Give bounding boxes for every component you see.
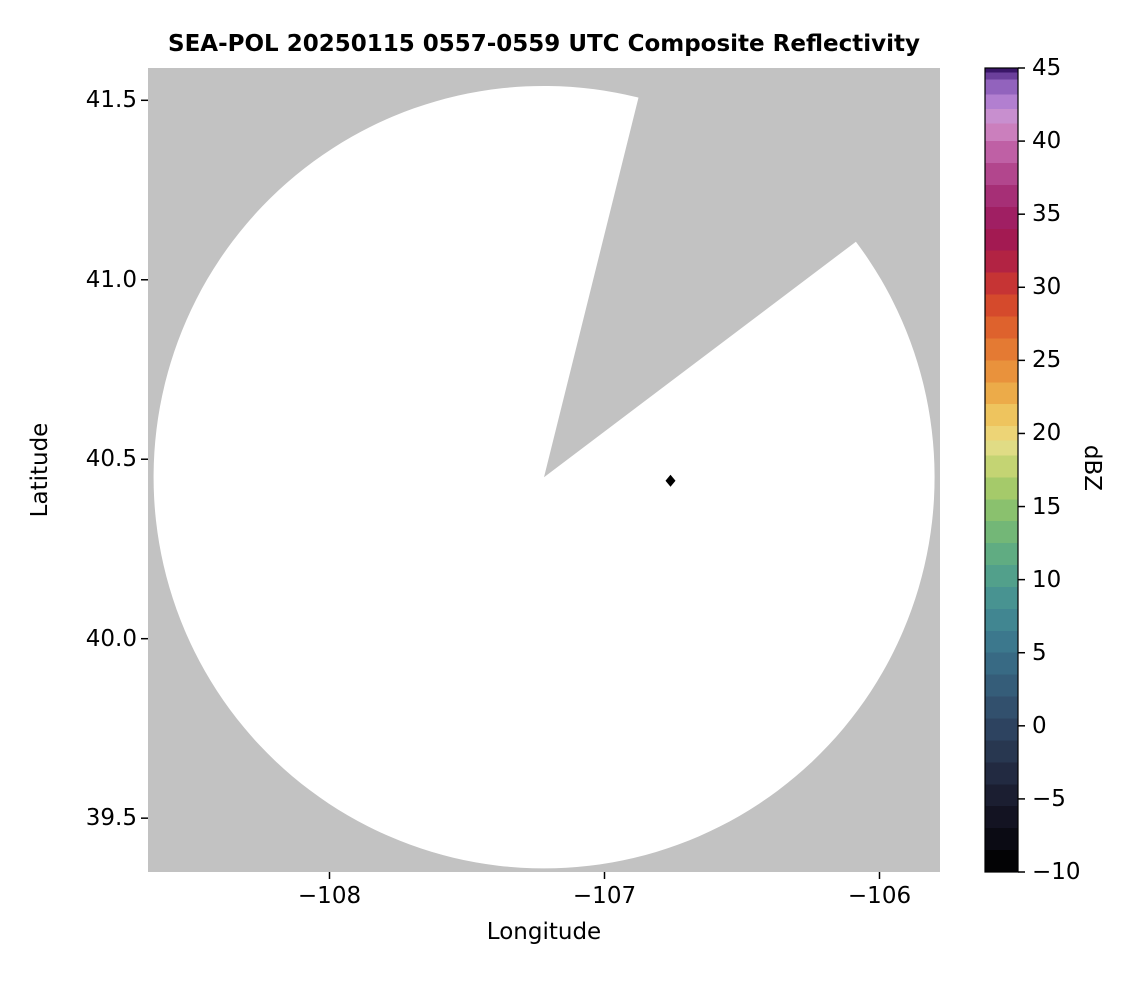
colorbar-tick-label: 20 xyxy=(1032,420,1062,447)
y-tick-label: 41.5 xyxy=(85,87,137,114)
colorbar-gradient xyxy=(985,68,1018,872)
chart-title: SEA-POL 20250115 0557-0559 UTC Composite… xyxy=(168,31,920,57)
colorbar-tick-label: 5 xyxy=(1032,639,1047,666)
colorbar-tick-label: 45 xyxy=(1032,55,1062,81)
colorbar-tick-label: −10 xyxy=(1032,859,1081,885)
colorbar-tick-label: 15 xyxy=(1032,493,1062,520)
x-axis-label: Longitude xyxy=(486,919,602,945)
colorbar-tick-label: 40 xyxy=(1032,128,1062,155)
colorbar-tick-label: −5 xyxy=(1032,785,1066,812)
x-tick-label: −107 xyxy=(572,883,637,909)
reflectivity-echo-marker xyxy=(665,474,676,487)
colorbar-tick-label: 0 xyxy=(1032,712,1047,739)
x-tick-label: −108 xyxy=(297,883,362,909)
y-tick-label: 39.5 xyxy=(85,805,137,832)
colorbar-tick-label: 25 xyxy=(1032,347,1062,374)
colorbar-tick-label: 30 xyxy=(1032,274,1062,301)
colorbar-tick-label: 10 xyxy=(1032,566,1062,593)
radar-coverage-area xyxy=(153,85,935,869)
y-tick-label: 41.0 xyxy=(85,266,137,293)
colorbar-label: dBZ xyxy=(1079,444,1105,492)
y-tick-label: 40.5 xyxy=(85,446,137,473)
y-tick-label: 40.0 xyxy=(85,625,137,652)
colorbar-tick-label: 35 xyxy=(1032,201,1062,228)
colorbar-outline xyxy=(984,67,1019,873)
x-tick-label: −106 xyxy=(847,883,912,909)
